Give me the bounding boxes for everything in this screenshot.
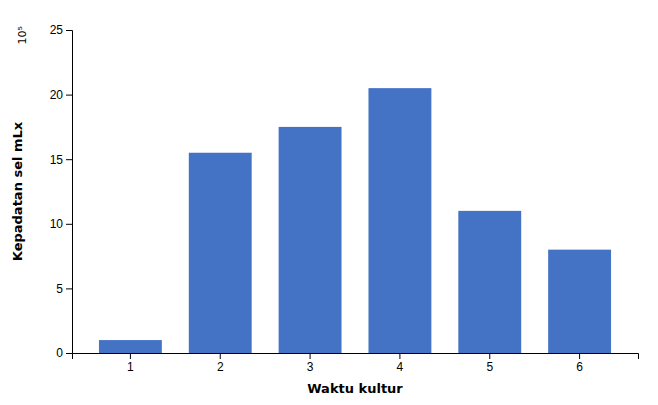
chart: 1 2 3 4 5 6 0 5 10 15 20 25 Waktu kultur Kepadatan se… bbox=[0, 0, 658, 405]
bar bbox=[458, 211, 521, 353]
x-tick-mark bbox=[399, 353, 400, 359]
bars bbox=[99, 88, 611, 353]
y-tick-mark bbox=[66, 353, 72, 354]
x-tick: 4 bbox=[397, 353, 404, 374]
bar bbox=[279, 127, 342, 353]
y-tick: 20 bbox=[50, 88, 72, 102]
x-tick-mark bbox=[579, 353, 580, 359]
y-tick-label: 25 bbox=[50, 23, 64, 37]
x-tick-label: 6 bbox=[576, 360, 583, 374]
y-tick-label: 5 bbox=[56, 282, 63, 296]
x-tick-mark bbox=[489, 353, 490, 359]
x-tick-label: 4 bbox=[397, 360, 404, 374]
y-tick-label: 10 bbox=[50, 217, 64, 231]
y-tick: 10 bbox=[50, 217, 72, 231]
x-tick-label: 5 bbox=[486, 360, 493, 374]
x-tick: 3 bbox=[307, 353, 314, 374]
y-axis-title: Kepadatan sel mLx bbox=[10, 121, 25, 261]
y-tick-mark bbox=[66, 30, 72, 31]
x-tick-mark bbox=[310, 353, 311, 359]
y-tick: 15 bbox=[50, 153, 72, 167]
y-tick-label: 20 bbox=[50, 88, 64, 102]
x-tick: 1 bbox=[127, 353, 134, 374]
y-tick-label: 15 bbox=[50, 153, 64, 167]
x-tick: 6 bbox=[576, 353, 583, 374]
x-axis-title: Waktu kultur bbox=[307, 381, 403, 396]
x-axis-line bbox=[73, 354, 639, 360]
bar bbox=[99, 340, 162, 353]
x-tick-label: 3 bbox=[307, 360, 314, 374]
x-tick: 2 bbox=[217, 353, 224, 374]
y-tick-mark bbox=[66, 288, 72, 289]
bar bbox=[189, 153, 252, 353]
x-tick-mark bbox=[130, 353, 131, 359]
y-tick-mark bbox=[66, 224, 72, 225]
y-axis-line bbox=[66, 31, 73, 354]
x-tick-mark bbox=[220, 353, 221, 359]
annotation: 10⁵ bbox=[16, 26, 29, 44]
y-tick: 0 bbox=[56, 346, 72, 360]
y-tick-mark bbox=[66, 159, 72, 160]
bar bbox=[368, 88, 431, 353]
y-tick: 25 bbox=[50, 23, 72, 37]
x-axis: 1 2 3 4 5 6 bbox=[73, 353, 639, 374]
x-tick-label: 1 bbox=[127, 360, 134, 374]
y-tick-label: 0 bbox=[56, 346, 63, 360]
x-tick-label: 2 bbox=[217, 360, 224, 374]
y-tick: 5 bbox=[56, 282, 72, 296]
bar bbox=[548, 250, 611, 353]
y-tick-mark bbox=[66, 95, 72, 96]
plot: 1 2 3 4 5 6 0 5 10 15 20 25 bbox=[50, 23, 639, 373]
y-axis: 0 5 10 15 20 25 bbox=[50, 23, 73, 360]
x-tick: 5 bbox=[486, 353, 493, 374]
